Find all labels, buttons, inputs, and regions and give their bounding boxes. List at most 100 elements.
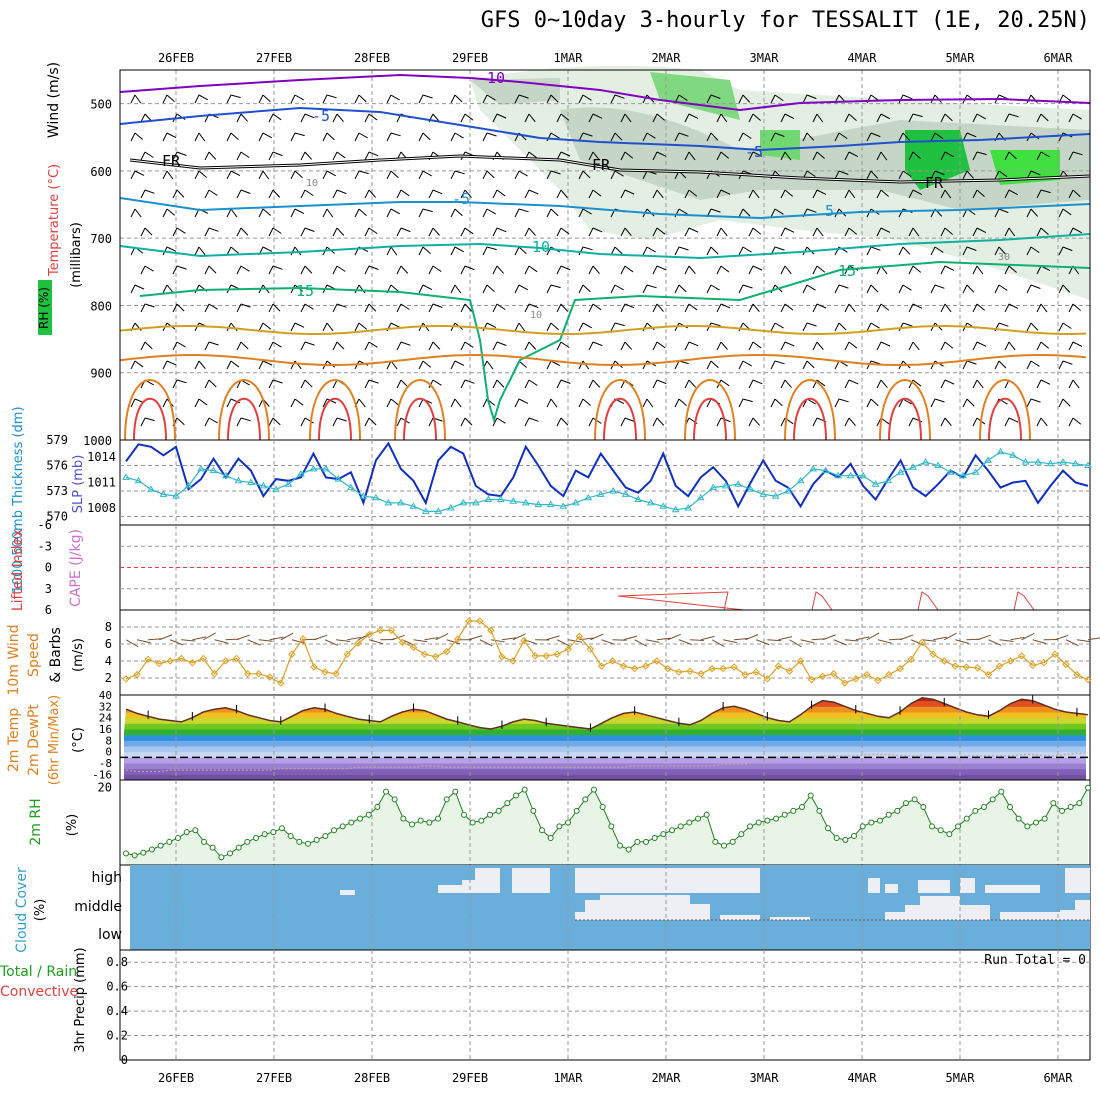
thickness-marker [1084, 461, 1092, 468]
wind-barb [560, 303, 569, 312]
wind-barb-shaft [396, 379, 402, 389]
wind-barb-shaft [620, 341, 626, 351]
wind-barb [176, 265, 187, 270]
wind-barb-shaft [1004, 341, 1010, 351]
wind-barb [934, 246, 944, 253]
wind-barb [176, 113, 186, 121]
wind-barb-shaft [364, 303, 370, 313]
wind10m-marker [232, 654, 241, 663]
ylabel-cloud: Cloud Cover [14, 867, 30, 953]
thickness-marker [234, 476, 243, 484]
wind-barb-shaft [898, 322, 904, 332]
wind-barb [326, 398, 337, 404]
wind-barb-shaft [236, 189, 242, 199]
wind-barb-shaft [460, 189, 466, 199]
wind-barb-shaft [684, 341, 690, 351]
wind-barb-shaft [620, 265, 626, 275]
wind-barb-shaft [556, 265, 562, 275]
wind-barb-shaft [844, 227, 850, 237]
wind10m-barb [844, 639, 859, 642]
wind-barb-shaft [514, 322, 520, 332]
wind-barb-shaft [300, 379, 306, 389]
wind-barb-shaft [354, 322, 360, 332]
wind-barb [816, 151, 825, 159]
wind10m-barb [999, 639, 1014, 642]
wind-barb [134, 284, 145, 290]
rh2m-marker [400, 815, 407, 822]
contour-loop-30 [979, 379, 1031, 441]
ytick-li: 6 [45, 603, 52, 617]
li-trace [917, 591, 939, 611]
wind-barb-shaft [322, 132, 328, 142]
wind10m-barb [435, 633, 449, 641]
thickness-marker [421, 507, 430, 514]
wind-barb-shaft [140, 417, 146, 427]
wind-barb [710, 94, 721, 99]
thickness-marker [534, 500, 543, 508]
wind10m-barb [546, 635, 560, 641]
wind-barb [912, 189, 923, 196]
wind-barb [496, 341, 507, 346]
wind-barb-shaft [578, 246, 584, 256]
wind-barb-shaft [140, 227, 146, 237]
wind-barb [550, 170, 561, 175]
wind-barb-shaft [908, 265, 914, 275]
wind-barb-shaft [940, 113, 946, 123]
wind-barb-shaft [130, 208, 136, 218]
ytick-li: -3 [38, 539, 52, 553]
wind-barb [198, 360, 206, 370]
wind-barb [784, 303, 794, 311]
rh2m-marker [729, 838, 736, 845]
wind-barb [848, 151, 859, 158]
wind-barb-shaft [236, 341, 242, 351]
wind-barb-shaft [236, 151, 242, 161]
wind-barb [848, 417, 856, 426]
wind-barb-shaft [940, 303, 946, 313]
wind-barb [272, 341, 282, 348]
wind-barb-shaft [226, 208, 232, 218]
wind-barb-shaft [386, 246, 392, 256]
li-trace [811, 591, 833, 611]
thickness-marker [1021, 458, 1030, 465]
wind-barb [134, 170, 145, 176]
wind-barb [390, 170, 399, 179]
wind-barb-shaft [1004, 417, 1010, 427]
thickness-marker [484, 495, 493, 502]
wind-barb [998, 246, 1007, 255]
thickness-marker [759, 490, 768, 497]
rh2m-marker [209, 844, 216, 851]
wind-barb-shaft [172, 151, 178, 161]
cloud-middle-block [720, 915, 760, 920]
contour-5 [119, 197, 1091, 220]
wind-barb-shaft [1004, 189, 1010, 199]
wind10m-marker [774, 662, 783, 670]
ylabel-minmax: (6hr Min/Max) [47, 695, 62, 785]
contour-minus5 [119, 106, 1091, 152]
wind10m-marker [863, 670, 871, 679]
ytick-temp2m: -8 [99, 757, 112, 770]
wind-barb [326, 94, 337, 99]
wind-barb-shaft [450, 360, 456, 370]
thickness-marker [409, 502, 418, 509]
wind-barb [272, 227, 282, 234]
wind-barb [486, 208, 496, 215]
wind-barb [208, 227, 219, 232]
wind-barb-shaft [194, 246, 200, 256]
wind-barb [358, 284, 366, 294]
wind-barb-shaft [962, 284, 968, 294]
wind-barb-shaft [130, 398, 136, 408]
wind-barb-shaft [1068, 113, 1074, 123]
temp-band [124, 734, 1086, 741]
wind-barb-shaft [172, 303, 178, 313]
wind-barb-shaft [652, 379, 658, 389]
thickness-marker [934, 461, 942, 468]
wind10m-barb [977, 634, 991, 641]
wind10m-marker [398, 638, 407, 647]
ytick-precip: 0.4 [106, 1004, 128, 1018]
wind-barb-shaft [492, 379, 498, 389]
wind10m-marker [243, 670, 252, 678]
rh2m-marker [686, 819, 693, 826]
wind-barb [368, 379, 379, 384]
wind-barb-shaft [268, 303, 274, 313]
wind-barb [976, 189, 985, 197]
